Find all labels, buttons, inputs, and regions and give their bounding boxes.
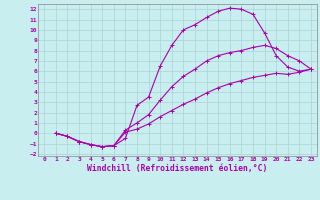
X-axis label: Windchill (Refroidissement éolien,°C): Windchill (Refroidissement éolien,°C) bbox=[87, 164, 268, 173]
